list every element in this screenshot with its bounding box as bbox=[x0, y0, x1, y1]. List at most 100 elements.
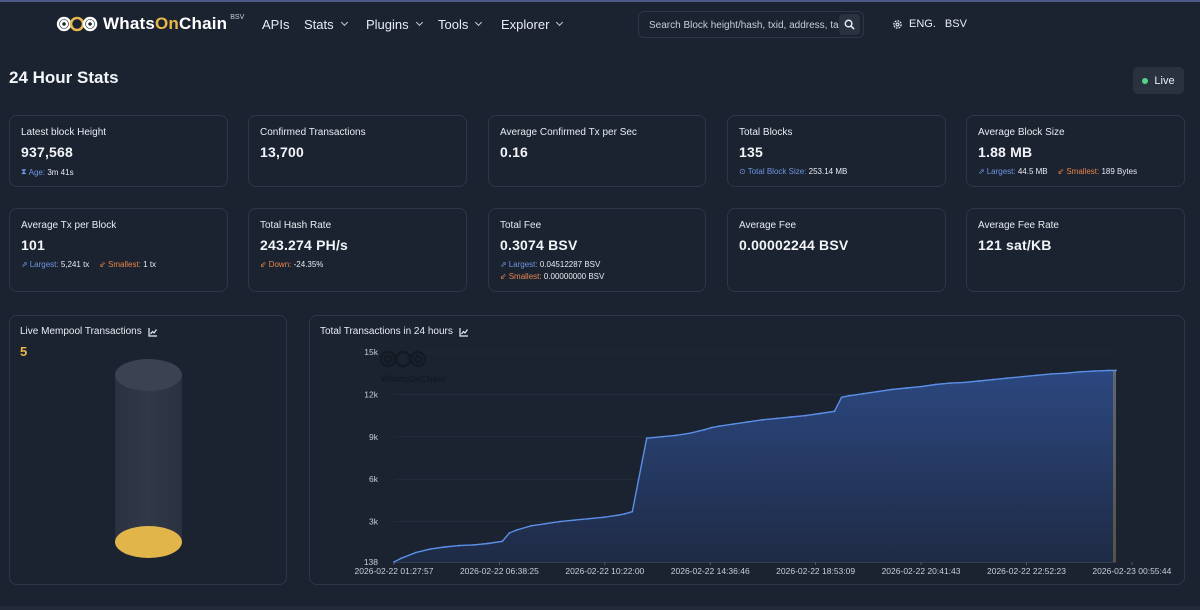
card-total-hash-rate: Total Hash Rate 243.274 PH/s ⇙ Down: -24… bbox=[248, 208, 467, 292]
data-point[interactable] bbox=[1107, 369, 1110, 372]
data-point[interactable] bbox=[588, 517, 590, 520]
gear-icon bbox=[893, 19, 902, 29]
data-point[interactable] bbox=[992, 378, 995, 381]
data-point[interactable] bbox=[1050, 373, 1052, 375]
chart-title: Total Transactions in 24 hours bbox=[320, 326, 469, 337]
data-point[interactable] bbox=[847, 394, 850, 397]
x-tick-label: 2026-02-22 20:41:43 bbox=[882, 566, 961, 576]
data-point[interactable] bbox=[977, 380, 980, 382]
chevron-down-icon bbox=[415, 18, 423, 27]
data-point[interactable] bbox=[876, 390, 879, 393]
data-point[interactable] bbox=[833, 410, 836, 413]
chart-watermark: WhatsOnChain bbox=[379, 350, 446, 384]
data-point[interactable] bbox=[674, 434, 677, 437]
chart-line-icon[interactable] bbox=[148, 327, 158, 337]
cylinder-top bbox=[115, 359, 182, 391]
data-point[interactable] bbox=[602, 516, 605, 519]
mempool-cylinder bbox=[115, 359, 182, 558]
card-sub-largest: ⇗ Largest: 0.04512287 BSV bbox=[500, 260, 601, 269]
data-point[interactable] bbox=[443, 546, 446, 548]
data-point[interactable] bbox=[703, 428, 706, 431]
y-tick-label: 9k bbox=[369, 432, 379, 442]
data-point[interactable] bbox=[1093, 370, 1096, 372]
chevron-down-icon bbox=[475, 18, 483, 27]
data-point[interactable] bbox=[840, 396, 843, 399]
data-point[interactable] bbox=[1115, 369, 1117, 372]
data-point[interactable] bbox=[472, 543, 475, 546]
nav-stats[interactable]: Stats bbox=[304, 17, 348, 32]
data-point[interactable] bbox=[862, 392, 865, 395]
arrow-down-left-icon: ⇙ bbox=[99, 260, 107, 269]
card-average-block-size: Average Block Size 1.88 MB ⇗ Largest: 44… bbox=[966, 115, 1185, 187]
data-point[interactable] bbox=[559, 520, 561, 523]
data-point[interactable] bbox=[1064, 372, 1067, 375]
data-point[interactable] bbox=[710, 426, 713, 429]
data-point[interactable] bbox=[616, 514, 619, 517]
x-tick-label: 2026-02-22 06:38:25 bbox=[460, 566, 539, 576]
card-value: 243.274 PH/s bbox=[260, 237, 349, 253]
data-point[interactable] bbox=[544, 522, 547, 525]
card-value: 0.00002244 BSV bbox=[739, 237, 849, 253]
data-point[interactable] bbox=[645, 437, 648, 440]
data-point[interactable] bbox=[660, 435, 663, 438]
card-value: 937,568 bbox=[21, 144, 74, 160]
card-label: Total Hash Rate bbox=[260, 220, 332, 231]
chart-line-icon[interactable] bbox=[459, 327, 469, 337]
data-point[interactable] bbox=[429, 548, 431, 551]
data-point[interactable] bbox=[949, 382, 951, 384]
y-tick-label: 6k bbox=[369, 474, 379, 484]
data-point[interactable] bbox=[905, 387, 908, 389]
data-point[interactable] bbox=[891, 388, 894, 391]
data-point[interactable] bbox=[400, 557, 403, 560]
card-label: Average Block Size bbox=[978, 127, 1065, 138]
search-button[interactable] bbox=[839, 14, 860, 35]
data-point[interactable] bbox=[689, 432, 691, 435]
data-point[interactable] bbox=[718, 425, 720, 428]
x-tick-label: 2026-02-22 18:53:09 bbox=[776, 566, 855, 576]
nav-explorer[interactable]: Explorer bbox=[501, 17, 564, 32]
data-point[interactable] bbox=[458, 544, 460, 547]
data-point[interactable] bbox=[1035, 374, 1038, 377]
data-point[interactable] bbox=[746, 421, 749, 423]
data-point[interactable] bbox=[515, 529, 518, 531]
data-point[interactable] bbox=[1021, 375, 1024, 378]
data-point[interactable] bbox=[963, 381, 966, 384]
data-point[interactable] bbox=[804, 414, 807, 417]
card-average-fee-rate: Average Fee Rate 121 sat/KB bbox=[966, 208, 1185, 292]
data-point[interactable] bbox=[486, 542, 489, 545]
live-button[interactable]: Live bbox=[1133, 67, 1184, 94]
data-point[interactable] bbox=[761, 418, 764, 421]
language-network-selector[interactable]: ENG. BSV bbox=[892, 18, 967, 30]
nav-plugins[interactable]: Plugins bbox=[366, 17, 423, 32]
card-value: 0.16 bbox=[500, 144, 529, 160]
card-sub: ⇗ Largest: 44.5 MB ⇙ Smallest: 189 Bytes bbox=[978, 167, 1138, 176]
data-point[interactable] bbox=[530, 524, 533, 527]
data-point[interactable] bbox=[920, 385, 922, 388]
data-point[interactable] bbox=[819, 412, 821, 415]
data-point[interactable] bbox=[1006, 377, 1009, 380]
card-average-fee: Average Fee 0.00002244 BSV bbox=[727, 208, 946, 292]
arrow-up-right-icon: ⇗ bbox=[21, 260, 28, 269]
search-input[interactable] bbox=[649, 18, 839, 32]
mempool-panel: Live Mempool Transactions 5 bbox=[9, 315, 287, 585]
data-point[interactable] bbox=[934, 383, 937, 386]
brand-logo[interactable]: WhatsOnChain BSV bbox=[56, 14, 244, 34]
data-point[interactable] bbox=[393, 561, 395, 563]
card-value: 1.88 MB bbox=[978, 144, 1033, 160]
data-point[interactable] bbox=[732, 423, 735, 425]
data-point[interactable] bbox=[414, 551, 417, 554]
data-point[interactable] bbox=[624, 512, 626, 515]
data-point[interactable] bbox=[501, 540, 504, 543]
nav-tools[interactable]: Tools bbox=[438, 17, 483, 32]
data-point[interactable] bbox=[1079, 370, 1081, 373]
data-point[interactable] bbox=[775, 417, 778, 420]
nav-apis[interactable]: APIs bbox=[262, 17, 290, 32]
card-label: Confirmed Transactions bbox=[260, 127, 366, 138]
card-label: Average Tx per Block bbox=[21, 220, 117, 231]
card-sub: ⇗ Largest: 5,241 tx ⇙ Smallest: 1 tx bbox=[21, 260, 157, 269]
data-point[interactable] bbox=[790, 416, 792, 418]
data-point[interactable] bbox=[631, 510, 634, 513]
data-point[interactable] bbox=[573, 519, 576, 522]
card-average-tx-per-sec: Average Confirmed Tx per Sec 0.16 bbox=[488, 115, 706, 187]
data-point[interactable] bbox=[508, 531, 511, 534]
